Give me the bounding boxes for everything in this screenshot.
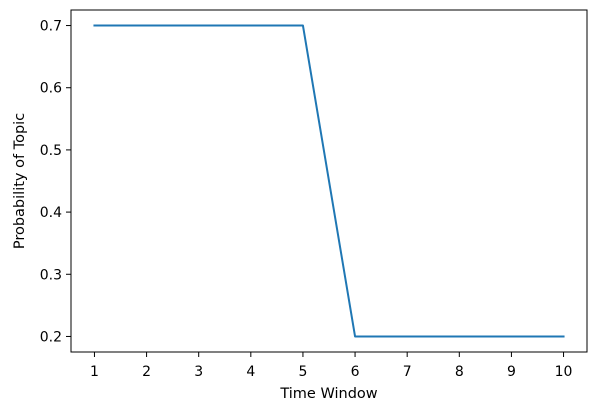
x-tick-label: 10	[555, 364, 573, 380]
x-tick-label: 3	[194, 364, 203, 380]
axes	[70, 9, 588, 353]
x-tick-label: 6	[351, 364, 360, 380]
x-tick-label: 7	[403, 364, 412, 380]
y-tick-label: 0.2	[40, 329, 62, 345]
y-axis-label: Probability of Topic	[12, 113, 28, 249]
y-tick-label: 0.5	[40, 143, 62, 159]
x-tick-label: 9	[507, 364, 516, 380]
y-tick-label: 0.7	[40, 19, 62, 35]
plot-frame	[70, 9, 588, 353]
y-tick-label: 0.3	[40, 267, 62, 283]
x-tick-label: 2	[142, 364, 151, 380]
x-tick-label: 1	[90, 364, 99, 380]
x-axis-label: Time Window	[279, 386, 377, 402]
y-tick-label: 0.4	[40, 205, 62, 221]
x-tick-label: 5	[298, 364, 307, 380]
series-line	[93, 24, 565, 338]
x-tick-label: 4	[246, 364, 255, 380]
y-tick-label: 0.6	[40, 81, 62, 97]
x-tick-label: 8	[455, 364, 464, 380]
ticks: 1 2 3 4 5 6 7 8 9 10 0.2 0.3 0.4 0.5 0.6 0.7	[40, 19, 573, 380]
series-lines	[93, 24, 565, 338]
